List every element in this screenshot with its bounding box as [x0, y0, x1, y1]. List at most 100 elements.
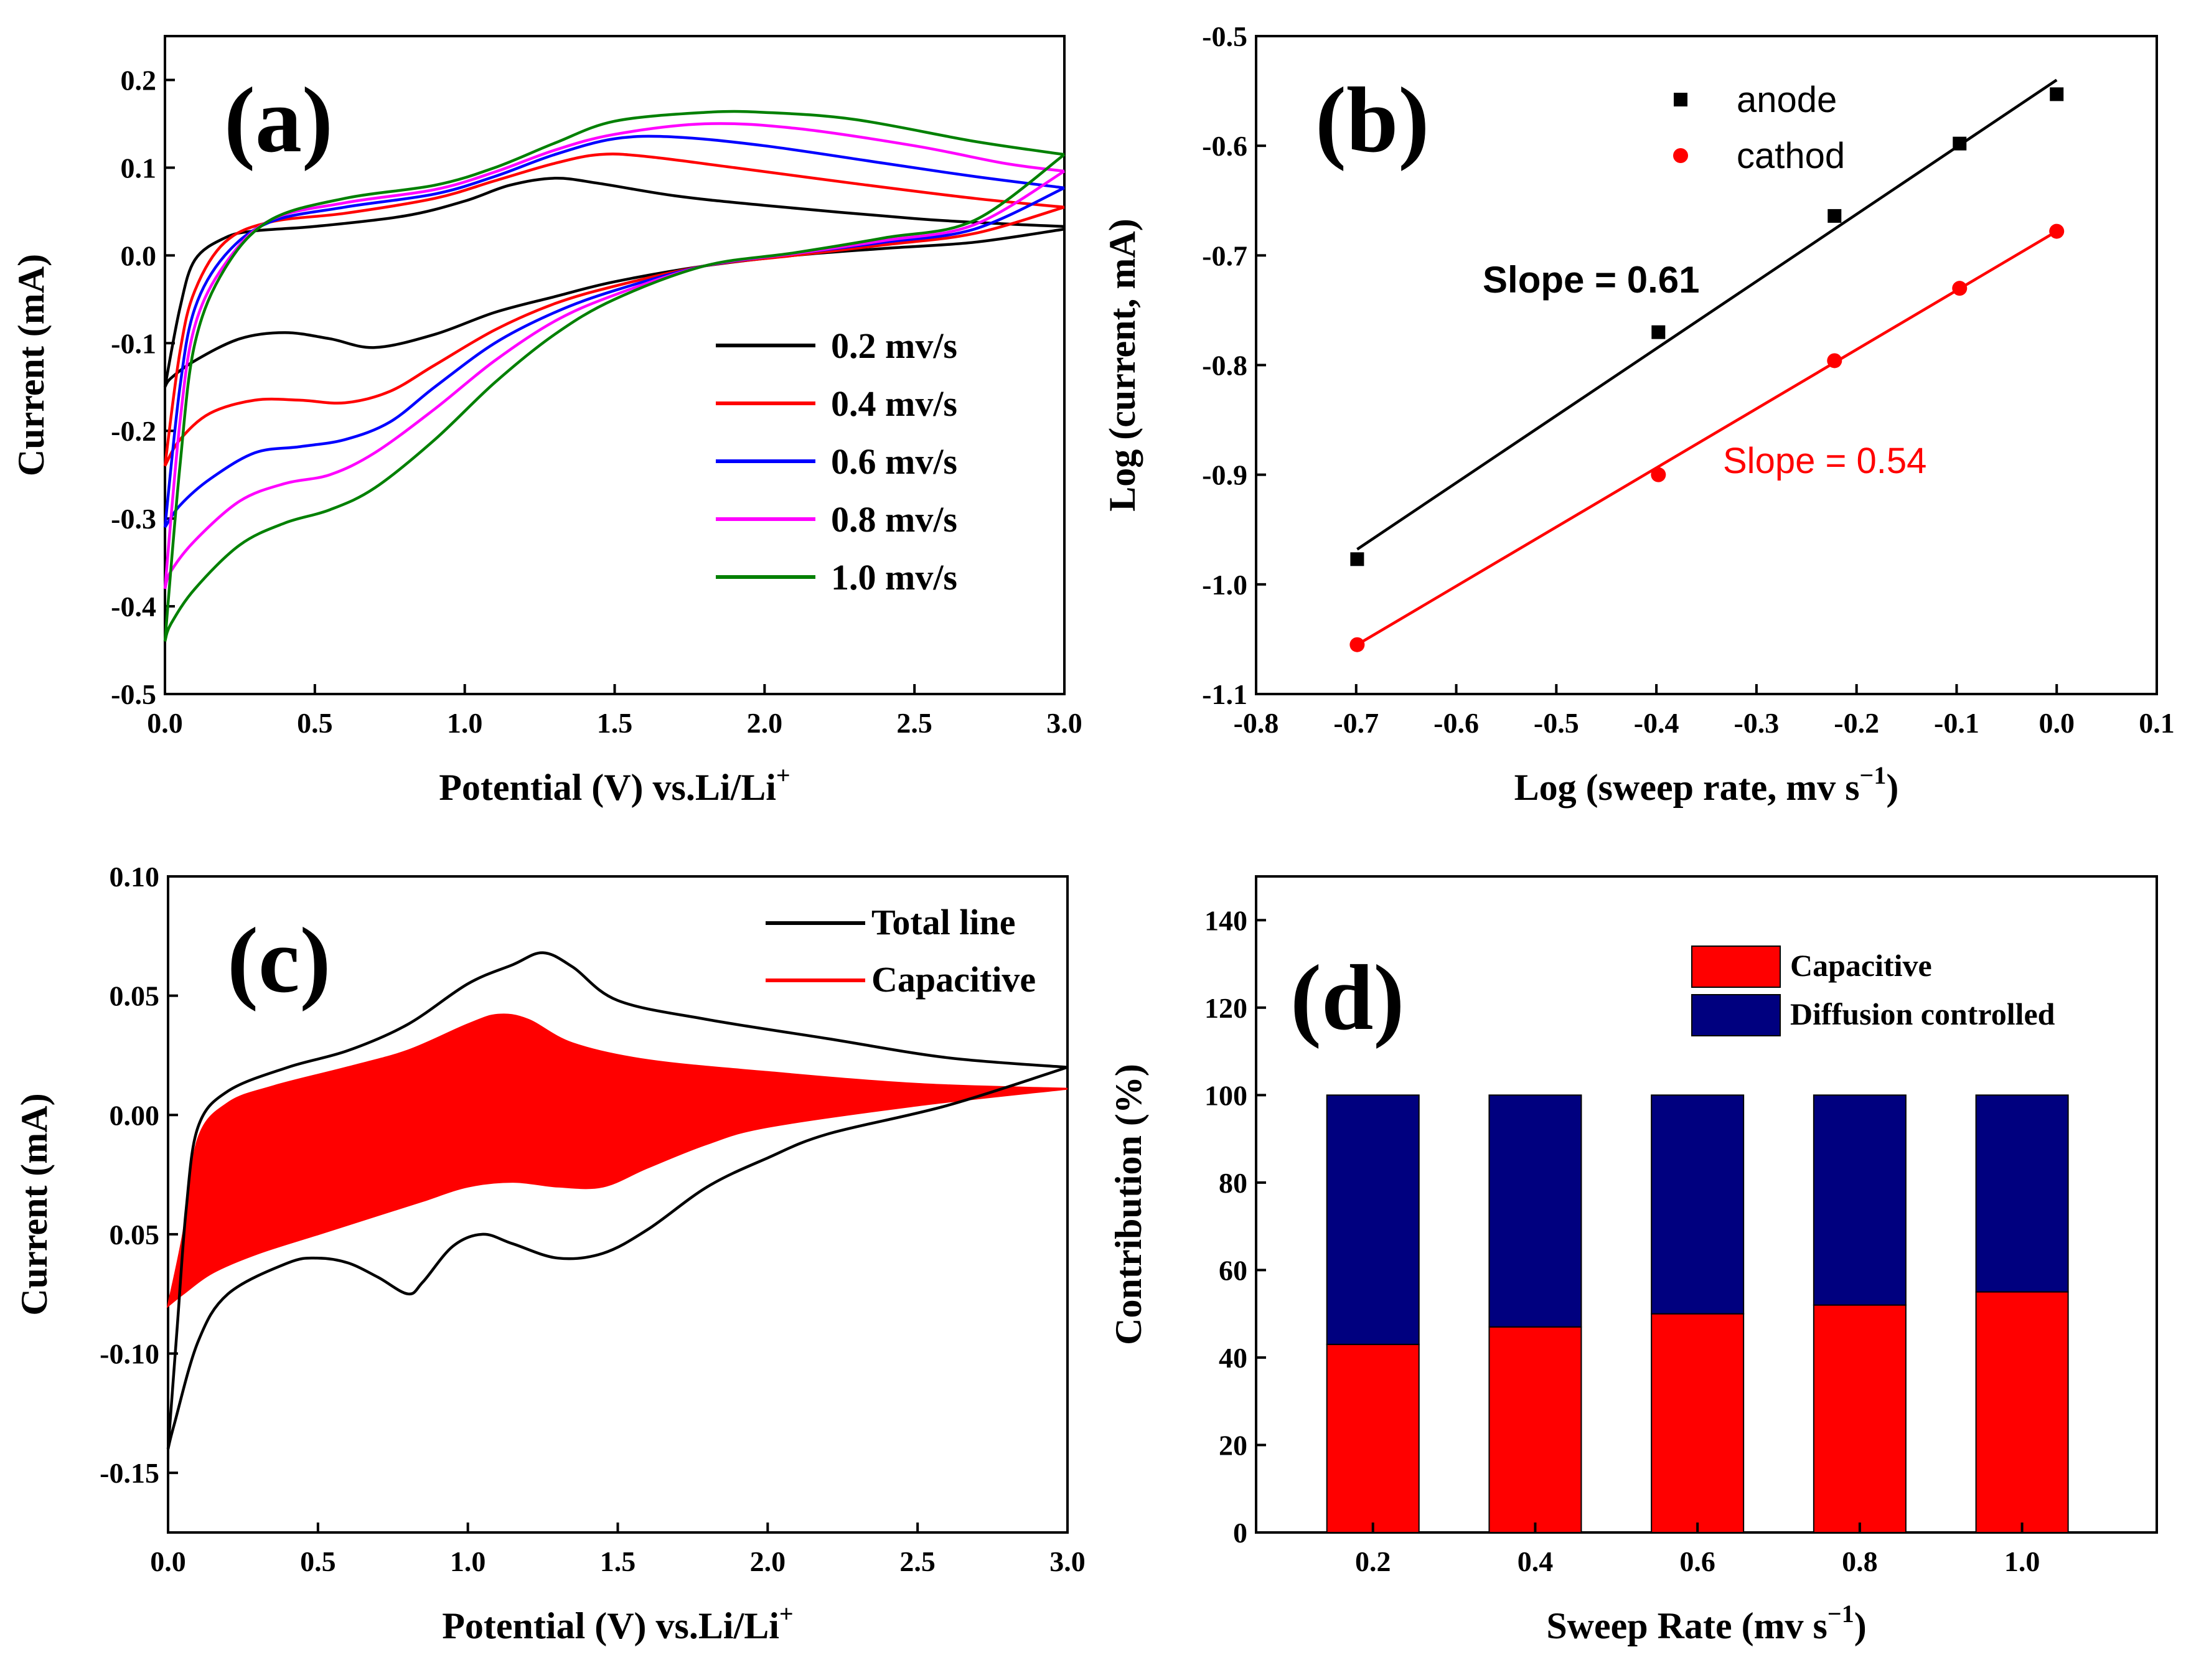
- y-tick-label: 80: [1219, 1167, 1247, 1199]
- x-tick-label: -0.7: [1333, 707, 1379, 739]
- x-tick-label: -0.3: [1734, 707, 1779, 739]
- bar-diffusion-controlled: [1488, 1094, 1582, 1328]
- panel-label: (b): [1315, 68, 1429, 172]
- data-point-cathod: [1349, 637, 1365, 652]
- data-point-cathod: [2049, 223, 2065, 239]
- y-tick-label: -0.1: [111, 327, 156, 359]
- data-point-cathod: [1651, 467, 1666, 482]
- x-tick-label: 0.2: [1355, 1546, 1391, 1577]
- legend-label: 0.2 mv/s: [831, 326, 957, 366]
- x-tick-label: 2.0: [747, 707, 783, 739]
- panel-label: (c): [227, 909, 331, 1012]
- y-tick-label: 0.05: [110, 980, 160, 1012]
- bar-diffusion-controlled: [1651, 1094, 1745, 1315]
- panel-a-cv-curves: 0.0 0.5 1.0 1.5 2.0 2.5 3.0 -0.5 -0.4 -0.3 -0.2 -0.…: [11, 35, 1082, 808]
- y-axis-label: Log (current, mA): [1102, 218, 1143, 511]
- y-tick-label: 100: [1204, 1079, 1247, 1111]
- legend-label: 0.4 mv/s: [831, 383, 957, 424]
- cv-anodic-0-8-mv-s: [163, 122, 1065, 589]
- panel-c-capacitive-separation: 0.0 0.5 1.0 1.5 2.0 2.5 3.0 0.10 0.05 0.00 0.05 -0.…: [14, 861, 1086, 1646]
- fit-line-cathod: [1356, 230, 2058, 646]
- x-tick-label: 0.5: [297, 707, 333, 739]
- legend-marker-cathod: [1673, 148, 1688, 163]
- x-tick-label: -0.4: [1634, 707, 1679, 739]
- cv-cathodic-0-8-mv-s: [163, 170, 1066, 589]
- cv-cathodic-1-0-mv-s: [163, 153, 1066, 642]
- y-tick-label: -0.9: [1202, 459, 1247, 491]
- legend-marker-anode: [1674, 93, 1687, 106]
- bar-capacitive: [1813, 1304, 1907, 1533]
- x-axis-label: Potential (V) vs.Li/Li+: [442, 1600, 793, 1646]
- legend-label: cathod: [1737, 136, 1845, 176]
- legend-label: Capacitive: [1790, 948, 1932, 983]
- legend-label: 0.8 mv/s: [831, 499, 957, 540]
- legend-swatch: [1691, 946, 1781, 988]
- x-tick-label: 0.1: [2139, 707, 2175, 739]
- data-point-anode: [1350, 552, 1364, 566]
- x-tick-label: 0.4: [1518, 1546, 1554, 1577]
- y-tick-label: 0.05: [110, 1219, 160, 1251]
- y-tick-label: -0.2: [111, 415, 156, 447]
- x-axis-label: Potential (V) vs.Li/Li+: [439, 761, 790, 808]
- x-axis-label: Log (sweep rate, mv s−1): [1514, 761, 1899, 808]
- cv-cathodic-0-6-mv-s: [164, 186, 1065, 528]
- y-tick-label: -0.5: [111, 678, 156, 710]
- y-tick-label: 140: [1204, 904, 1247, 936]
- panel-d-contribution-bars: 0.2 0.4 0.6 0.8 1.0 0 20 40 60 80 100 120 140 Sweep R…: [1108, 875, 2158, 1646]
- x-tick-label: 0.6: [1679, 1546, 1715, 1577]
- y-tick-label: -0.6: [1202, 130, 1247, 162]
- x-tick-label: 3.0: [1049, 1546, 1086, 1577]
- y-tick-label: 0.0: [121, 240, 157, 271]
- slope-annotation-cathod: Slope = 0.54: [1723, 441, 1926, 481]
- y-tick-label: 0.00: [110, 1099, 160, 1131]
- x-tick-label: 0.8: [1842, 1546, 1878, 1577]
- data-point-anode: [1953, 136, 1967, 151]
- x-tick-label: -0.2: [1834, 707, 1879, 739]
- panel-b-log-plot: -0.8 -0.7 -0.6 -0.5 -0.4 -0.3 -0.2 -0.1 0.0 0.1 -1…: [1102, 21, 2175, 808]
- y-axis-label: Contribution (%): [1108, 1064, 1149, 1345]
- y-tick-label: -0.15: [100, 1457, 159, 1489]
- y-tick-label: 0.10: [110, 861, 160, 893]
- x-tick-label: 0.0: [150, 1546, 186, 1577]
- slope-annotation-anode: Slope = 0.61: [1483, 259, 1700, 301]
- data-point-anode: [1651, 325, 1666, 339]
- y-tick-label: -0.5: [1202, 21, 1247, 52]
- x-tick-label: 0.0: [2039, 707, 2075, 739]
- x-tick-label: 0.5: [300, 1546, 336, 1577]
- cv-cathodic-0-4-mv-s: [164, 205, 1065, 467]
- x-tick-label: 2.0: [750, 1546, 786, 1577]
- cv-anodic-0-6-mv-s: [163, 134, 1065, 528]
- total-line-anodic: [166, 951, 1068, 1450]
- capacitive-area: [166, 1013, 1068, 1308]
- legend-label: Total line: [871, 902, 1016, 942]
- x-tick-label: 2.5: [896, 707, 932, 739]
- legend-label: Capacitive: [871, 959, 1036, 1000]
- y-tick-label: -1.1: [1202, 678, 1247, 710]
- y-tick-label: -0.8: [1202, 350, 1247, 382]
- x-tick-label: -0.8: [1234, 707, 1279, 739]
- cv-anodic-0-4-mv-s: [163, 153, 1065, 466]
- data-point-cathod: [1827, 353, 1842, 368]
- bar-capacitive: [1488, 1326, 1582, 1533]
- x-tick-label: 1.5: [597, 707, 633, 739]
- y-axis-label: Current (mA): [14, 1093, 55, 1315]
- y-tick-label: 0.1: [121, 152, 157, 184]
- legend-label: anode: [1737, 80, 1837, 120]
- legend-swatch: [1691, 994, 1781, 1036]
- y-tick-label: 60: [1219, 1254, 1247, 1286]
- y-tick-label: 0.2: [121, 64, 157, 96]
- bar-diffusion-controlled: [1975, 1094, 2069, 1293]
- y-tick-label: 0: [1233, 1517, 1247, 1549]
- x-tick-label: 3.0: [1046, 707, 1082, 739]
- x-tick-label: -0.6: [1433, 707, 1479, 739]
- x-tick-label: 1.0: [2004, 1546, 2040, 1577]
- data-point-anode: [1827, 209, 1842, 223]
- y-tick-label: 20: [1219, 1429, 1247, 1461]
- panel-label: (a): [224, 68, 333, 172]
- x-tick-label: 0.0: [147, 707, 183, 739]
- y-tick-label: 120: [1204, 992, 1247, 1024]
- data-point-cathod: [1952, 281, 1968, 296]
- cv-anodic-0-2-mv-s: [163, 177, 1065, 388]
- legend-label: 1.0 mv/s: [831, 557, 957, 598]
